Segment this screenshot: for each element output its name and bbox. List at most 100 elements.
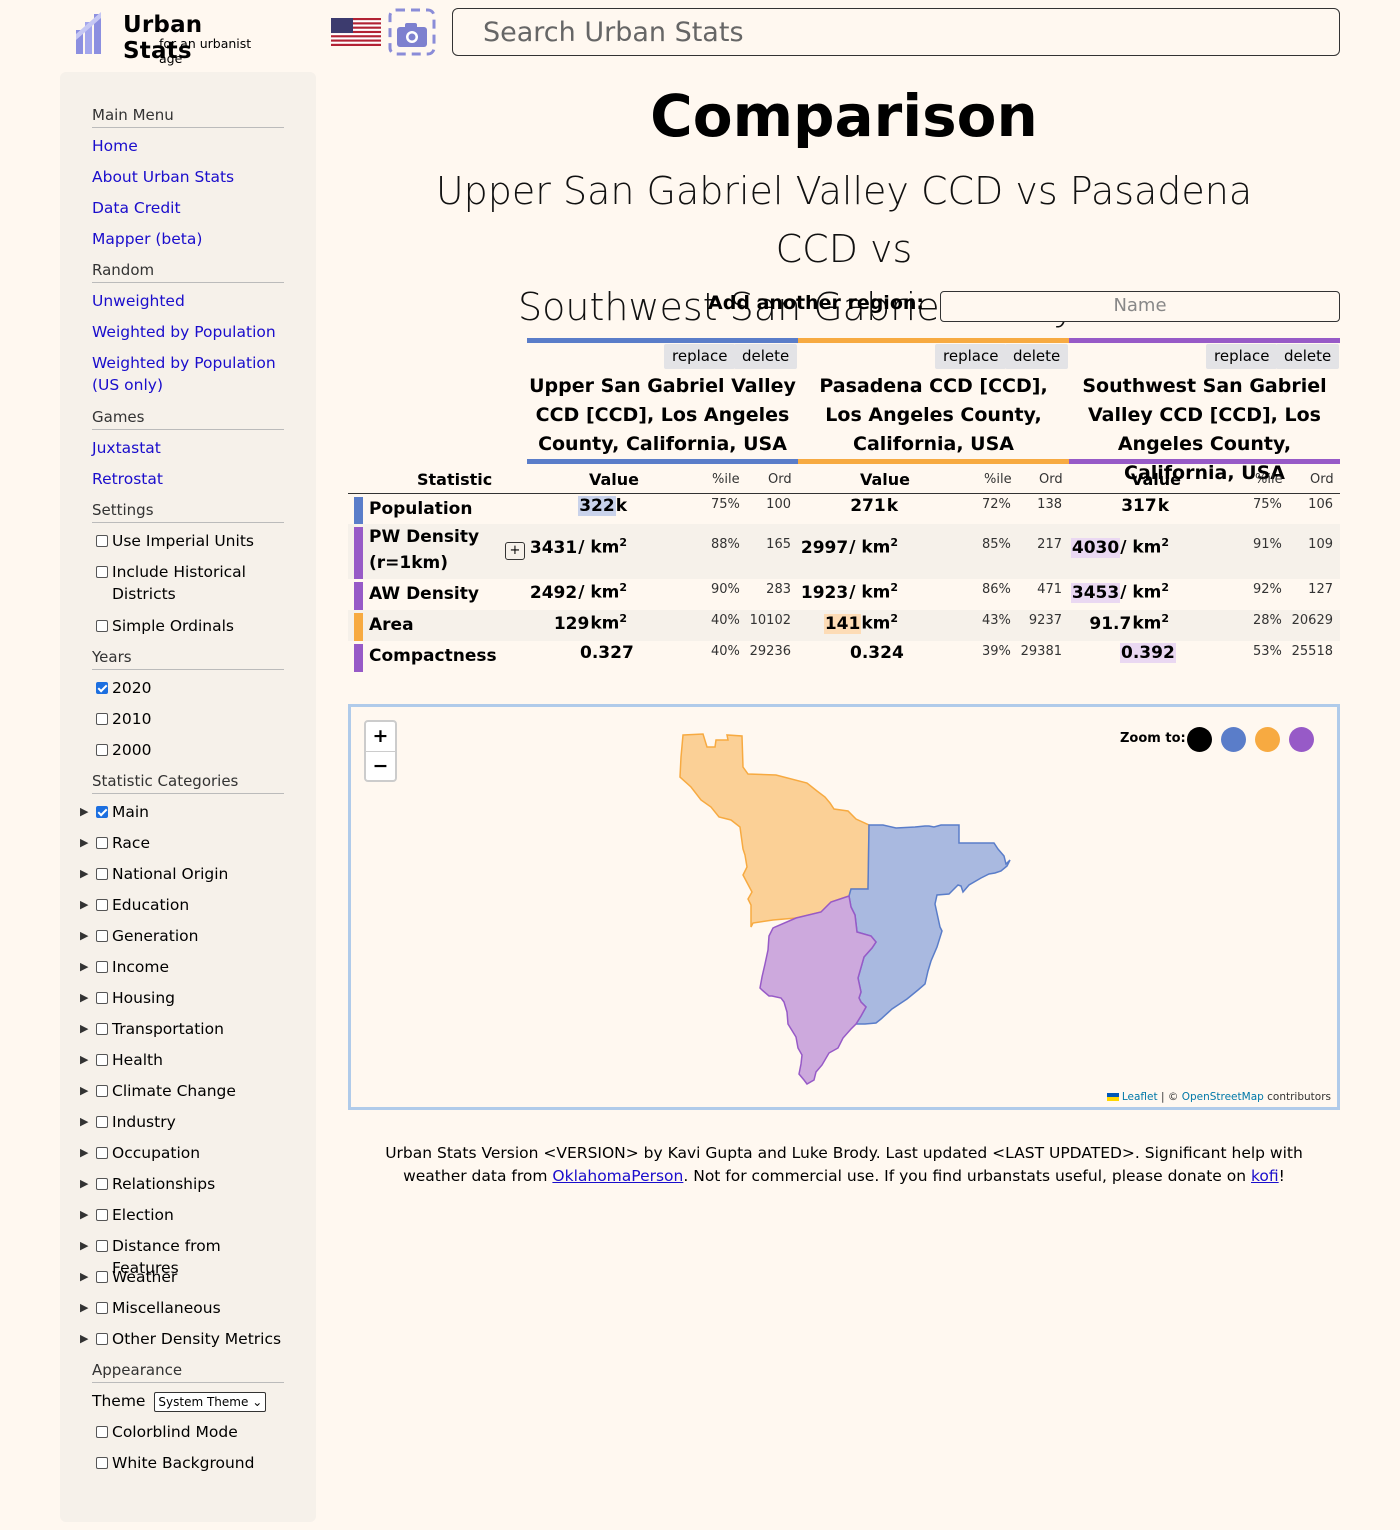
us-flag-icon[interactable] xyxy=(331,18,381,46)
expand-triangle-icon[interactable]: ▶ xyxy=(80,929,89,942)
zoom-to-southwest-sgv-button[interactable] xyxy=(1289,727,1314,752)
sidebar-link-about[interactable]: About Urban Stats xyxy=(92,168,235,186)
statistic-label[interactable]: Population xyxy=(369,499,473,519)
checkbox[interactable] xyxy=(96,1147,108,1159)
checkbox[interactable] xyxy=(96,1085,108,1097)
checkbox[interactable] xyxy=(96,1116,108,1128)
category-weather[interactable]: ▶ Weather xyxy=(80,1268,178,1286)
category-distance-from-features[interactable]: ▶ Distance from Features xyxy=(80,1237,221,1277)
checkbox[interactable] xyxy=(96,1054,108,1066)
expand-triangle-icon[interactable]: ▶ xyxy=(80,1022,89,1035)
statistic-label[interactable]: Compactness xyxy=(369,646,497,666)
category-generation[interactable]: ▶ Generation xyxy=(80,927,199,945)
expand-triangle-icon[interactable]: ▶ xyxy=(80,1084,89,1097)
setting-white-background[interactable]: White Background xyxy=(92,1452,284,1483)
checkbox[interactable] xyxy=(96,1240,108,1252)
expand-triangle-icon[interactable]: ▶ xyxy=(80,960,89,973)
checkbox[interactable] xyxy=(96,1023,108,1035)
category-climate-change[interactable]: ▶ Climate Change xyxy=(80,1082,236,1100)
statistic-label[interactable]: PW Density (r=1km) xyxy=(369,527,480,573)
checkbox[interactable] xyxy=(96,1271,108,1283)
checkbox[interactable] xyxy=(96,806,108,818)
checkbox[interactable] xyxy=(96,1178,108,1190)
category-race[interactable]: ▶ Race xyxy=(80,834,150,852)
map[interactable]: + − Zoom to: Leaflet | © OpenStreetMap c… xyxy=(348,704,1340,1110)
checkbox[interactable] xyxy=(96,1457,108,1469)
leaflet-link[interactable]: Leaflet xyxy=(1121,1091,1158,1103)
category-housing[interactable]: ▶ Housing xyxy=(80,989,176,1007)
checkbox[interactable] xyxy=(96,992,108,1004)
setting-historical-districts[interactable]: Include Historical Districts xyxy=(92,561,284,615)
year-2020[interactable]: 2020 xyxy=(92,677,284,708)
sidebar-link-retrostat[interactable]: Retrostat xyxy=(92,470,163,488)
sidebar-link-weighted-population[interactable]: Weighted by Population xyxy=(92,323,276,341)
checkbox[interactable] xyxy=(96,1333,108,1345)
setting-colorblind-mode[interactable]: Colorblind Mode xyxy=(92,1421,284,1452)
region-name[interactable]: Southwest San Gabriel Valley CCD [CCD], … xyxy=(1082,375,1327,484)
expand-triangle-icon[interactable]: ▶ xyxy=(80,1115,89,1128)
category-health[interactable]: ▶ Health xyxy=(80,1051,163,1069)
category-national-origin[interactable]: ▶ National Origin xyxy=(80,865,229,883)
category-election[interactable]: ▶ Election xyxy=(80,1206,174,1224)
region-name[interactable]: Upper San Gabriel Valley CCD [CCD], Los … xyxy=(529,375,796,455)
category-industry[interactable]: ▶ Industry xyxy=(80,1113,176,1131)
checkbox[interactable] xyxy=(96,1426,108,1438)
category-other-density-metrics[interactable]: ▶ Other Density Metrics xyxy=(80,1330,282,1348)
setting-simple-ordinals[interactable]: Simple Ordinals xyxy=(92,615,284,646)
sidebar-link-weighted-population-us[interactable]: Weighted by Population (US only) xyxy=(92,354,276,394)
expand-triangle-icon[interactable]: ▶ xyxy=(80,836,89,849)
expand-triangle-icon[interactable]: ▶ xyxy=(80,1239,89,1252)
checkbox[interactable] xyxy=(96,837,108,849)
expand-triangle-icon[interactable]: ▶ xyxy=(80,1146,89,1159)
expand-triangle-icon[interactable]: ▶ xyxy=(80,991,89,1004)
delete-button[interactable]: delete xyxy=(1276,344,1340,369)
checkbox[interactable] xyxy=(96,682,108,694)
zoom-out-button[interactable]: − xyxy=(366,751,395,780)
expand-triangle-icon[interactable]: ▶ xyxy=(80,1332,89,1345)
category-education[interactable]: ▶ Education xyxy=(80,896,190,914)
checkbox[interactable] xyxy=(96,961,108,973)
search-input[interactable]: Search Urban Stats xyxy=(452,8,1340,56)
category-occupation[interactable]: ▶ Occupation xyxy=(80,1144,201,1162)
checkbox[interactable] xyxy=(96,566,108,578)
statistic-label[interactable]: AW Density xyxy=(369,584,479,604)
year-2000[interactable]: 2000 xyxy=(92,739,284,770)
checkbox[interactable] xyxy=(96,868,108,880)
checkbox[interactable] xyxy=(96,744,108,756)
expand-triangle-icon[interactable]: ▶ xyxy=(80,1270,89,1283)
category-miscellaneous[interactable]: ▶ Miscellaneous xyxy=(80,1299,221,1317)
checkbox[interactable] xyxy=(96,1302,108,1314)
checkbox[interactable] xyxy=(96,930,108,942)
replace-button[interactable]: replace xyxy=(1206,344,1278,369)
category-relationships[interactable]: ▶ Relationships xyxy=(80,1175,216,1193)
checkbox[interactable] xyxy=(96,713,108,725)
osm-link[interactable]: OpenStreetMap xyxy=(1181,1091,1264,1103)
checkbox[interactable] xyxy=(96,620,108,632)
expand-triangle-icon[interactable]: ▶ xyxy=(80,805,89,818)
sidebar-link-home[interactable]: Home xyxy=(92,137,138,155)
zoom-to-upper-sgv-button[interactable] xyxy=(1221,727,1246,752)
expand-triangle-icon[interactable]: ▶ xyxy=(80,1177,89,1190)
expand-triangle-icon[interactable]: ▶ xyxy=(80,898,89,911)
region-name[interactable]: Pasadena CCD [CCD], Los Angeles County, … xyxy=(819,375,1048,455)
statistic-label[interactable]: Area xyxy=(369,615,414,635)
footer-link-kofi[interactable]: kofi xyxy=(1251,1167,1279,1185)
delete-button[interactable]: delete xyxy=(1005,344,1069,369)
expand-plus-icon[interactable]: + xyxy=(505,542,525,560)
expand-triangle-icon[interactable]: ▶ xyxy=(80,1208,89,1221)
replace-button[interactable]: replace xyxy=(664,344,736,369)
logo[interactable]: Urban Stats for an urbanist age xyxy=(76,8,276,66)
theme-select[interactable]: System Theme ⌄ xyxy=(154,1391,267,1412)
replace-button[interactable]: replace xyxy=(935,344,1007,369)
footer-link-oklahomaperson[interactable]: OklahomaPerson xyxy=(552,1167,684,1185)
delete-button[interactable]: delete xyxy=(734,344,798,369)
expand-triangle-icon[interactable]: ▶ xyxy=(80,1301,89,1314)
checkbox[interactable] xyxy=(96,535,108,547)
zoom-to-pasadena-button[interactable] xyxy=(1255,727,1280,752)
add-region-input[interactable]: Name xyxy=(940,291,1340,322)
year-2010[interactable]: 2010 xyxy=(92,708,284,739)
setting-imperial-units[interactable]: Use Imperial Units xyxy=(92,530,284,561)
category-transportation[interactable]: ▶ Transportation xyxy=(80,1020,224,1038)
region-shapes[interactable] xyxy=(351,707,1337,1107)
screenshot-camera-icon[interactable] xyxy=(388,8,436,56)
